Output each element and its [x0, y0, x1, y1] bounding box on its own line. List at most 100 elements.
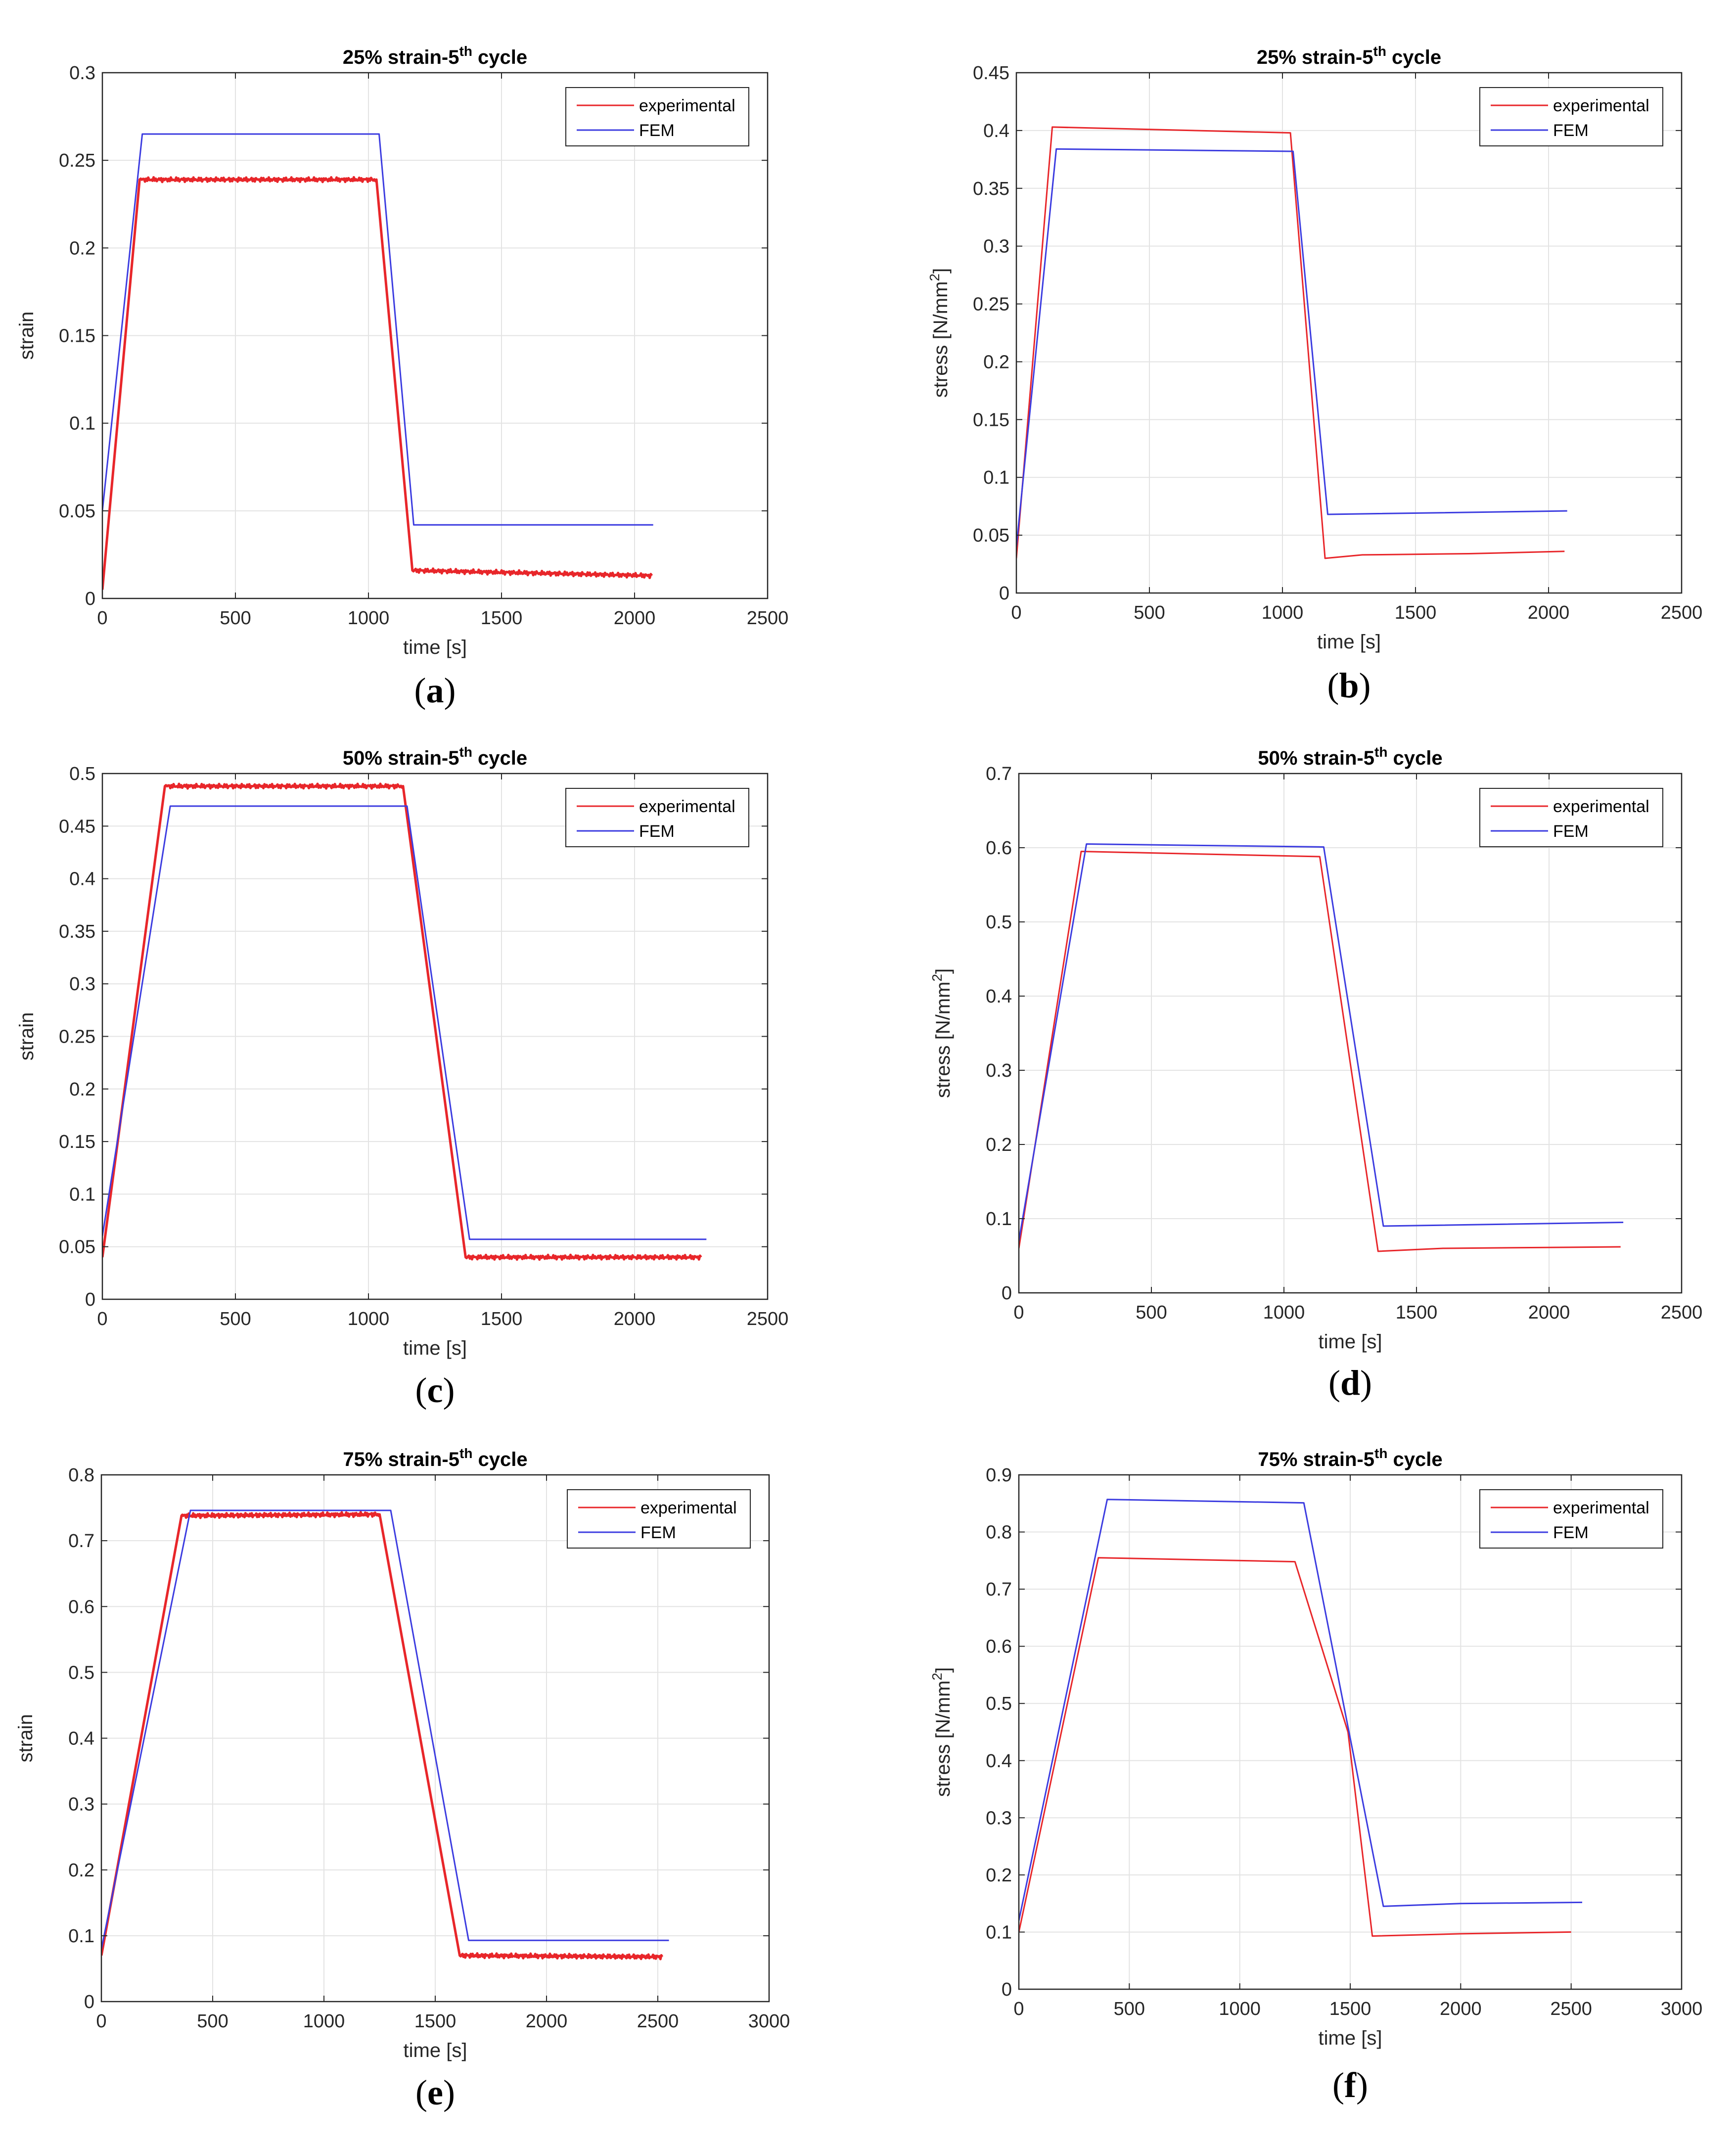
chart-title: 75% strain-5th cycle [343, 1446, 527, 1470]
series-line-experimental [1019, 1557, 1571, 1937]
y-tick-label: 0.2 [986, 1865, 1012, 1886]
panel-label: (d) [1328, 1363, 1372, 1403]
panel-label-close: ) [443, 2073, 455, 2112]
panel-label-letter: b [1339, 666, 1359, 705]
x-axis-label: time [s] [1319, 1331, 1382, 1353]
series-line-experimental [1016, 126, 1565, 559]
x-tick-label: 2000 [614, 1309, 656, 1329]
x-tick-label: 500 [197, 2011, 228, 2032]
panel-label-open: ( [415, 1370, 427, 1410]
axes-box [1015, 72, 1683, 594]
x-tick-label: 2500 [637, 2011, 679, 2032]
y-axis-label-sup: 2 [929, 974, 945, 982]
panel-label: (b) [1327, 666, 1371, 705]
y-axis-label-main: strain [15, 1714, 37, 1763]
x-axis-label: time [s] [403, 1337, 467, 1359]
legend: experimental FEM [1479, 1489, 1663, 1549]
y-axis-label-sup: 2 [929, 1673, 945, 1681]
x-tick-label: 2000 [526, 2011, 568, 2032]
plot-area [1019, 774, 1682, 1293]
chart-title: 50% strain-5th cycle [343, 744, 527, 769]
y-tick-label: 0 [84, 1992, 94, 2012]
panel-label: (c) [415, 1370, 455, 1410]
y-tick-label: 0.2 [68, 1860, 94, 1881]
y-tick-label: 0.45 [973, 63, 1009, 84]
chart-panel-e: 0 500 1000 1500 2000 2500 3000 0 0.1 0.2 0.3 0.4 0.5… [15, 1446, 790, 2112]
y-tick-label: 0.1 [68, 1926, 94, 1947]
y-axis-label-main: strain [16, 1012, 38, 1061]
series-line-fem [102, 133, 653, 526]
legend-entry-fem: FEM [1553, 121, 1589, 140]
x-tick-label: 0 [1011, 602, 1021, 623]
legend-box [1479, 788, 1663, 847]
x-tick-label: 1500 [1329, 1999, 1371, 2019]
y-tick-label: 0 [1002, 1979, 1012, 2000]
x-axis-label: time [s] [1317, 631, 1381, 653]
y-tick-label: 0.15 [59, 1132, 95, 1152]
legend: experimental FEM [1479, 788, 1663, 847]
y-axis-label-suffix: ] [932, 968, 954, 974]
x-axis-label: time [s] [404, 2040, 467, 2061]
y-tick-label: 0.3 [69, 63, 95, 84]
axes-box [1018, 773, 1683, 1294]
y-tick-label: 0.35 [59, 921, 95, 942]
chart-title-suffix: cycle [1387, 747, 1442, 769]
x-tick-label: 500 [220, 1309, 251, 1329]
series-line-fem [102, 805, 707, 1240]
panel-label-open: ( [1332, 2065, 1344, 2105]
y-tick-label: 0.5 [986, 912, 1012, 933]
legend-box [565, 788, 749, 847]
x-tick-label: 1000 [1263, 1302, 1305, 1323]
legend-entry-fem: FEM [1553, 822, 1589, 841]
chart-title-main: 75% strain-5 [343, 1449, 459, 1470]
y-axis-label-suffix: ] [930, 268, 952, 274]
y-tick-label: 0.9 [986, 1465, 1012, 1486]
x-tick-label: 0 [97, 608, 107, 629]
chart-title-suffix: cycle [472, 747, 527, 769]
series-line-experimental [101, 1510, 664, 1961]
x-tick-label: 2000 [1528, 602, 1570, 623]
x-tick-label: 1500 [1396, 1302, 1438, 1323]
panel-label-close: ) [1360, 1363, 1372, 1403]
x-tick-label: 2500 [747, 1309, 789, 1329]
chart-panel-d: 0 500 1000 1500 2000 2500 0 0.1 0.2 0.3 0.4 0.5 0.6 0… [929, 744, 1702, 1403]
x-tick-label: 1000 [348, 1309, 390, 1329]
legend: experimental FEM [565, 788, 749, 847]
series-line-fem [1016, 148, 1567, 547]
y-tick-label: 0.5 [68, 1662, 94, 1683]
x-tick-label: 1500 [1395, 602, 1437, 623]
y-tick-label: 0.4 [986, 986, 1012, 1007]
y-tick-label: 0.2 [69, 238, 95, 259]
plot-area [1016, 73, 1682, 593]
y-axis-label-suffix: ] [932, 1667, 954, 1673]
chart-title-main: 75% strain-5 [1258, 1449, 1374, 1470]
chart-title-sup: th [1374, 1446, 1387, 1461]
y-tick-label: 0.7 [986, 764, 1012, 784]
x-axis-label: time [s] [403, 637, 467, 658]
y-tick-label: 0.1 [69, 413, 95, 434]
legend-entry-fem: FEM [639, 121, 675, 140]
legend: experimental FEM [1479, 87, 1663, 146]
legend-box [1479, 1489, 1663, 1549]
legend-entry-fem: FEM [639, 822, 675, 841]
y-tick-label: 0.1 [986, 1209, 1012, 1230]
y-tick-label: 0.6 [68, 1597, 94, 1617]
y-tick-label: 0.8 [68, 1465, 94, 1486]
chart-title-sup: th [459, 1446, 472, 1461]
chart-title-sup: th [1373, 44, 1386, 59]
y-tick-label: 0.3 [986, 1808, 1012, 1828]
chart-title-suffix: cycle [472, 46, 527, 68]
series-line-experimental [1019, 851, 1621, 1252]
y-axis-label-sup: 2 [927, 274, 942, 281]
panel-label-open: ( [1327, 666, 1339, 705]
x-tick-label: 1000 [348, 608, 390, 629]
y-tick-label: 0.7 [68, 1531, 94, 1552]
x-tick-label: 2500 [747, 608, 789, 629]
y-axis-label: stress [N/mm2] [929, 968, 954, 1098]
legend-entry-experimental: experimental [639, 96, 735, 115]
x-tick-label: 0 [1013, 1999, 1024, 2019]
chart-title-main: 25% strain-5 [343, 46, 459, 68]
x-tick-label: 2000 [1440, 1999, 1482, 2019]
chart-title-main: 50% strain-5 [343, 747, 459, 769]
y-axis-label: stress [N/mm2] [929, 1667, 954, 1797]
